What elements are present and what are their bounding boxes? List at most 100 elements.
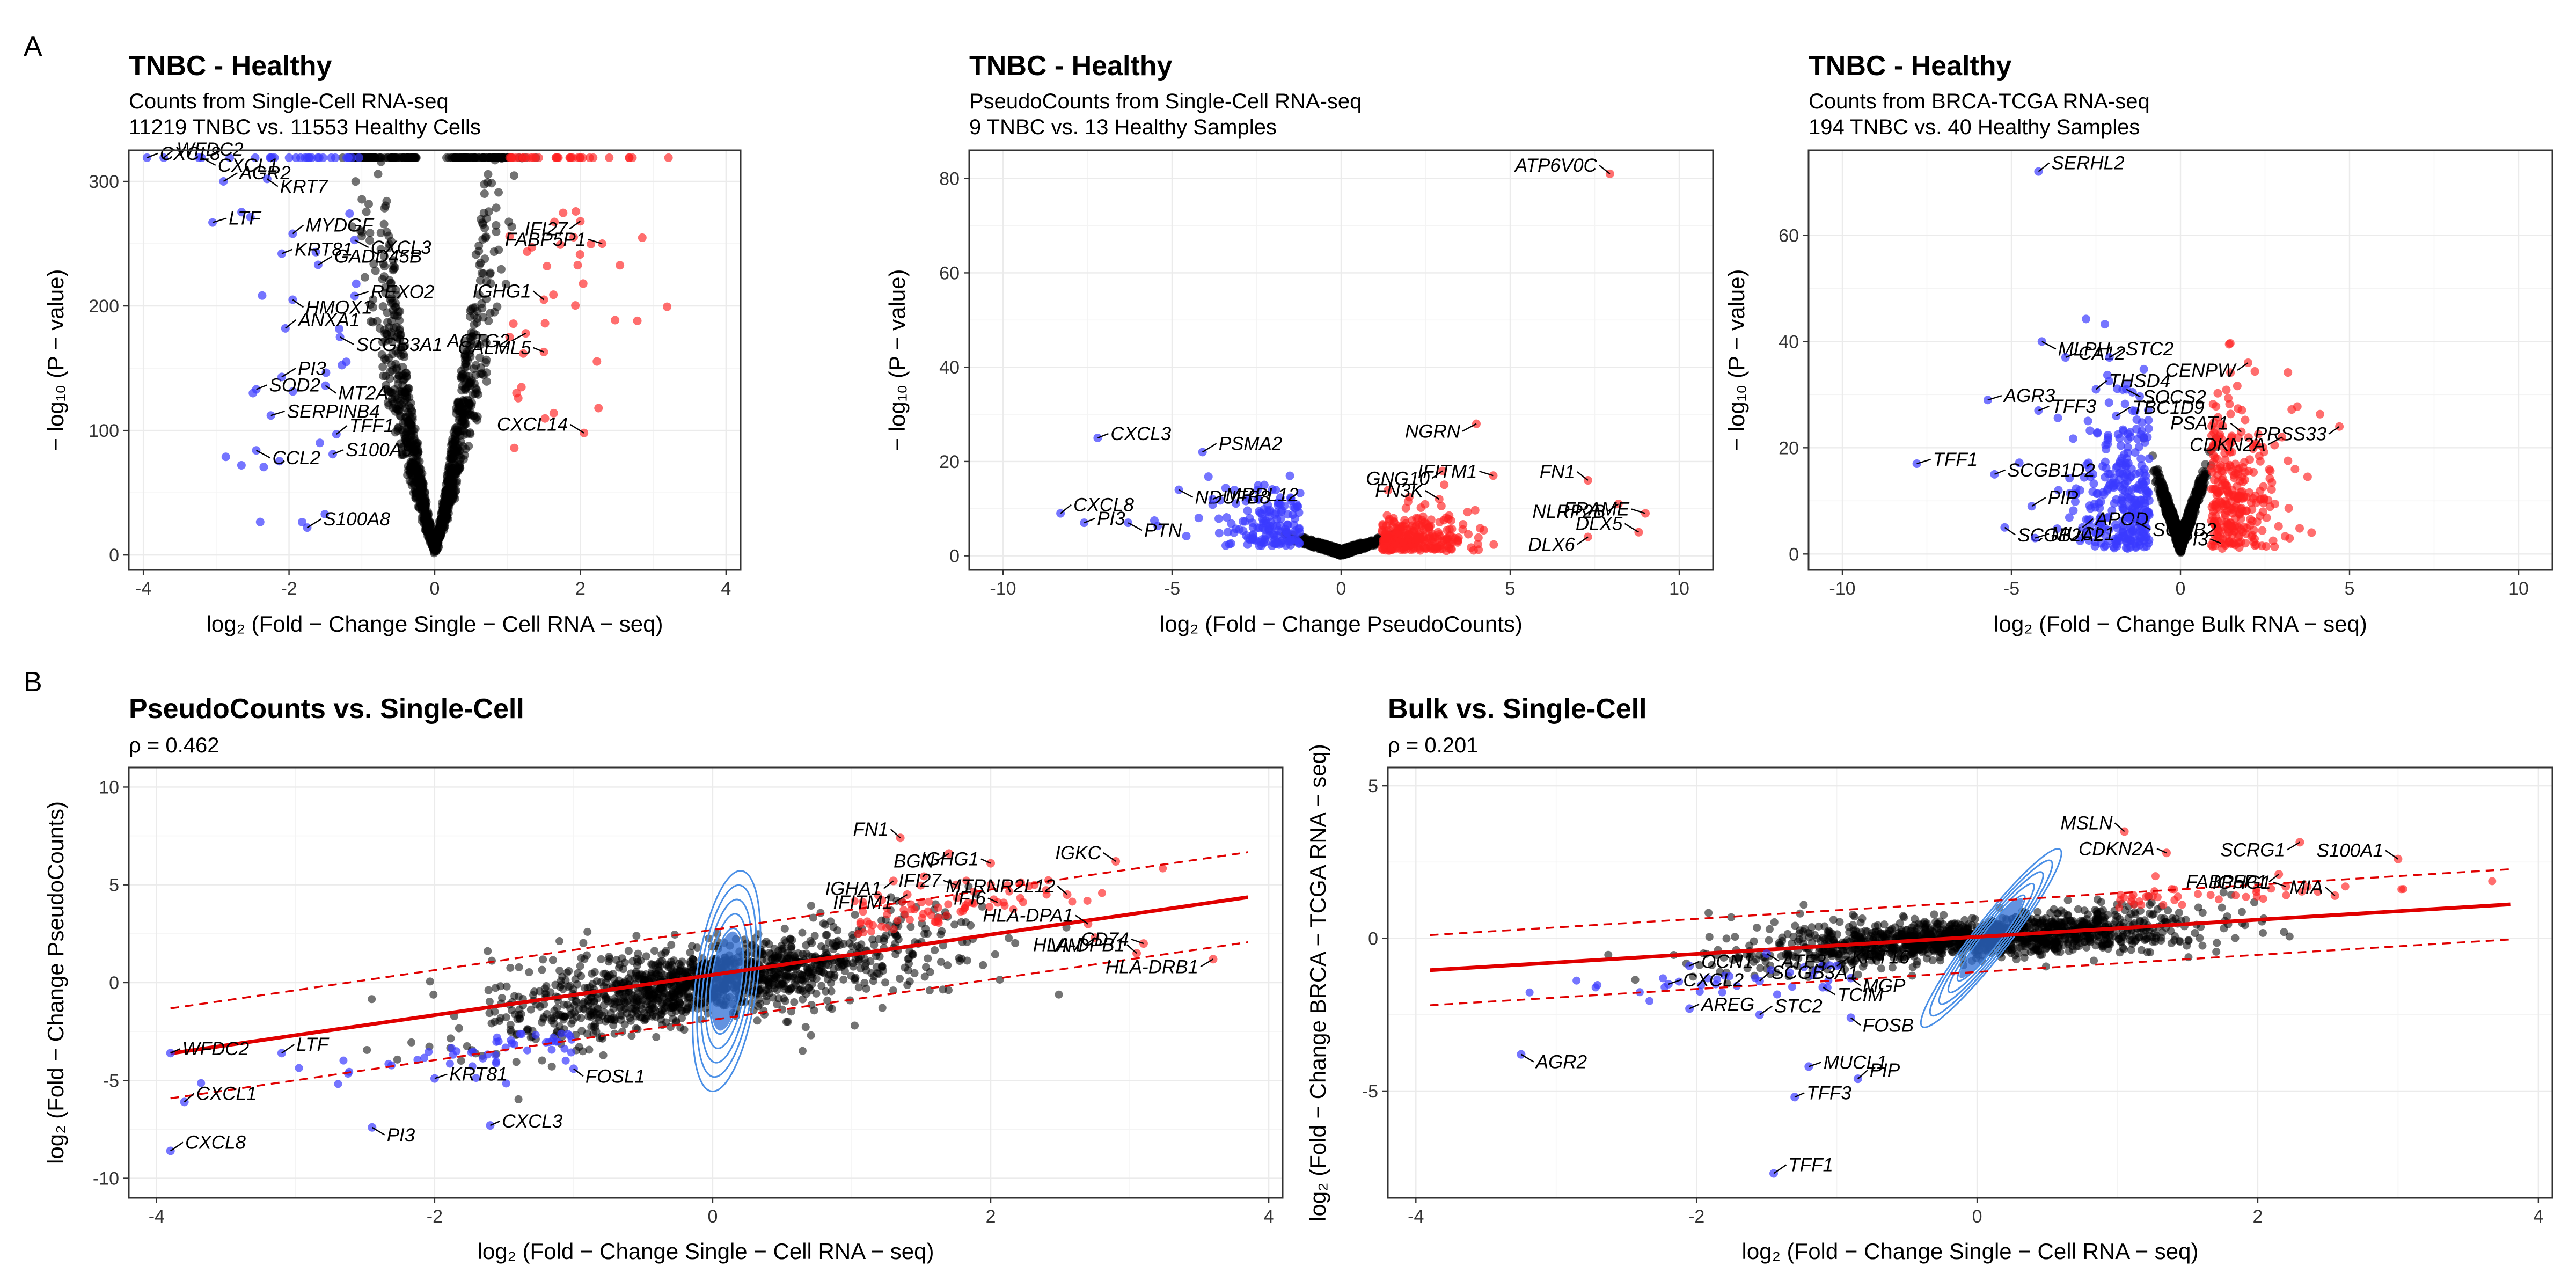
data-point xyxy=(2093,428,2102,437)
data-point xyxy=(2161,493,2170,502)
label-leader xyxy=(1425,490,1440,500)
data-point xyxy=(2134,442,2143,451)
label-leader xyxy=(281,248,293,254)
data-point xyxy=(2098,462,2107,471)
data-point xyxy=(381,201,390,210)
data-point xyxy=(1221,484,1230,493)
gene-label: SCGB3A1 xyxy=(356,334,443,355)
data-point xyxy=(2104,537,2113,546)
data-point xyxy=(910,969,919,977)
x-tick-label: -10 xyxy=(1829,579,1855,599)
data-point xyxy=(1445,525,1454,534)
data-point xyxy=(400,352,409,361)
data-point xyxy=(1222,513,1231,522)
data-point xyxy=(924,954,932,963)
gene-label: SCGB2 xyxy=(2153,519,2216,540)
data-point xyxy=(510,992,519,1000)
data-point xyxy=(781,997,789,1005)
y-tick-label: 200 xyxy=(89,296,119,317)
data-point xyxy=(2121,461,2130,470)
data-point xyxy=(788,936,796,945)
data-point xyxy=(2127,505,2136,514)
data-point xyxy=(1403,497,1413,506)
data-point xyxy=(1395,538,1404,547)
data-point xyxy=(1204,472,1213,481)
data-point xyxy=(2244,433,2253,442)
data-point xyxy=(413,479,422,488)
data-point xyxy=(505,232,514,241)
label-leader xyxy=(256,384,267,390)
y-tick-label: -10 xyxy=(93,1169,119,1189)
data-point xyxy=(275,457,284,466)
gene-label: NLRP2B xyxy=(1532,501,1605,522)
gene-label: IGHG1 xyxy=(473,281,531,302)
data-point xyxy=(583,927,592,936)
label-leader xyxy=(1577,471,1589,481)
data-point xyxy=(1400,516,1409,525)
x-tick-label: 4 xyxy=(1264,1206,1274,1227)
data-point xyxy=(474,290,484,299)
data-point xyxy=(2144,539,2153,548)
data-point xyxy=(1269,521,1278,530)
gene-label: REXO2 xyxy=(371,281,435,302)
label-leader xyxy=(147,152,158,159)
data-point xyxy=(480,189,489,199)
data-point xyxy=(1329,545,1338,554)
data-point xyxy=(412,488,421,497)
data-point xyxy=(2253,430,2263,439)
data-point xyxy=(592,357,602,366)
data-point xyxy=(455,1024,463,1033)
data-point xyxy=(2234,404,2243,413)
data-point xyxy=(383,398,392,407)
data-point xyxy=(389,261,398,270)
data-point xyxy=(394,393,403,402)
data-point xyxy=(237,208,246,217)
data-point xyxy=(2226,339,2235,348)
data-point xyxy=(481,358,491,367)
data-point xyxy=(1371,540,1380,549)
label-leader xyxy=(569,221,581,230)
data-point xyxy=(2251,491,2260,500)
data-point xyxy=(801,1023,810,1031)
data-point xyxy=(496,265,506,274)
data-point xyxy=(2268,536,2278,545)
data-point xyxy=(1403,538,1412,547)
data-point xyxy=(2265,465,2274,474)
x-tick-label: 0 xyxy=(2176,579,2186,599)
data-point xyxy=(519,349,528,358)
data-point xyxy=(455,402,464,411)
data-point xyxy=(2121,487,2130,496)
label-leader xyxy=(2136,521,2151,530)
gene-label: CXCL1 xyxy=(218,155,279,176)
data-point xyxy=(514,1095,523,1103)
label-leader xyxy=(201,157,216,166)
gene-label: S100A9 xyxy=(346,440,413,460)
data-point xyxy=(494,188,503,197)
data-point xyxy=(413,451,422,460)
data-point xyxy=(321,368,331,377)
label-leader xyxy=(2004,526,2016,536)
data-point xyxy=(475,341,485,350)
data-point xyxy=(1285,471,1294,480)
data-point xyxy=(1418,512,1428,521)
data-point xyxy=(967,921,975,930)
data-point xyxy=(2211,453,2220,463)
data-point xyxy=(2083,416,2092,426)
data-point xyxy=(444,463,453,472)
data-point xyxy=(2234,533,2243,542)
data-point xyxy=(2155,477,2164,486)
label-leader xyxy=(569,423,584,434)
data-point xyxy=(2131,531,2140,540)
data-point xyxy=(2284,456,2293,465)
data-point xyxy=(854,983,863,992)
data-point xyxy=(807,902,815,910)
data-point xyxy=(480,180,489,189)
data-point xyxy=(363,1045,371,1054)
data-point xyxy=(1453,537,1462,546)
data-point xyxy=(555,240,565,249)
gene-label: FN1 xyxy=(1540,462,1575,482)
data-point xyxy=(2226,409,2235,419)
label-leader xyxy=(511,333,526,342)
gene-label: ANXA1 xyxy=(297,310,360,331)
data-point xyxy=(453,425,462,434)
